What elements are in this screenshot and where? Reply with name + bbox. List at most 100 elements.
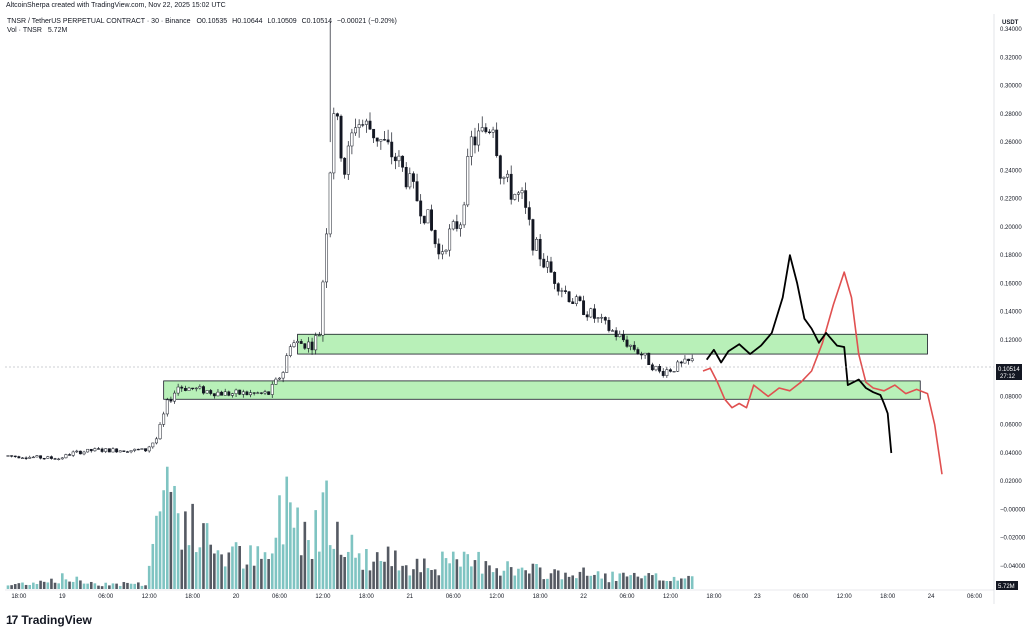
- candle-body: [495, 129, 499, 156]
- candle-body: [140, 448, 144, 450]
- price-chart[interactable]: 0.34000 0.32000 0.30000 0.28000 0.26000 0.240…: [0, 0, 1032, 604]
- candle-body: [658, 365, 662, 372]
- y-tick-label: 0.12000: [1000, 338, 1022, 344]
- candle-body: [603, 317, 607, 321]
- candle-body: [263, 391, 267, 394]
- candle-body: [350, 132, 354, 147]
- candle-body: [484, 127, 488, 133]
- x-tick-label: 19: [59, 594, 66, 600]
- y-tick-label: 0.28000: [1000, 112, 1022, 118]
- volume-bar: [441, 551, 444, 589]
- candle-body: [531, 219, 535, 251]
- volume-bar: [632, 572, 636, 589]
- volume-bar: [187, 545, 191, 589]
- volume-bar: [647, 573, 651, 589]
- candle-body: [578, 296, 582, 301]
- candle-body: [325, 233, 329, 283]
- candle-body: [158, 424, 162, 440]
- candle-body: [180, 386, 184, 389]
- candle-body: [672, 371, 676, 373]
- candle-body: [60, 457, 64, 460]
- volume-bar: [661, 580, 665, 589]
- candle-body: [632, 344, 636, 350]
- volume-bar: [520, 567, 524, 589]
- tradingview-logo-icon: 17: [6, 613, 18, 627]
- candle-body: [683, 358, 687, 364]
- support-zone: [297, 333, 928, 355]
- candle-body: [506, 173, 510, 178]
- projection-red-path: [702, 271, 943, 475]
- y-tick-label: 0.02000: [1000, 479, 1022, 485]
- credit-bar: AltcoinSherpa created with TradingView.c…: [0, 0, 1032, 14]
- candle-body: [404, 167, 408, 188]
- volume-bar: [423, 558, 426, 589]
- volume-bar: [194, 552, 198, 589]
- volume-bar: [394, 550, 397, 589]
- x-tick-label: 06:00: [446, 594, 462, 600]
- currency-label: USDT: [1002, 20, 1019, 26]
- volume-bar: [383, 561, 386, 589]
- footer: 17 TradingView: [0, 604, 1032, 635]
- tradingview-logo[interactable]: 17 TradingView: [6, 613, 92, 627]
- volume-bar: [473, 560, 477, 589]
- candle-body: [107, 448, 111, 453]
- y-tick-label: 0.18000: [1000, 253, 1022, 259]
- volume-bar: [582, 567, 585, 589]
- candle-body: [191, 387, 195, 390]
- volume-bar: [75, 576, 79, 589]
- candle-body: [328, 172, 332, 235]
- volume-bar: [527, 573, 531, 589]
- x-tick-label: 18:00: [880, 594, 896, 600]
- candle-body: [303, 343, 307, 349]
- volume-bar: [343, 557, 346, 589]
- candle-body: [571, 301, 575, 304]
- volume-bar: [86, 583, 89, 589]
- volume-bar: [180, 549, 184, 589]
- candle-body: [259, 392, 263, 394]
- volume-bar: [575, 578, 578, 589]
- candle-body: [35, 455, 39, 458]
- countdown-value: 27:12: [1000, 374, 1016, 380]
- volume-bar: [538, 567, 542, 589]
- volume-bar: [336, 521, 339, 589]
- candle-body: [444, 249, 448, 252]
- candle-body: [82, 451, 86, 455]
- candle-body: [397, 155, 401, 162]
- candle-body: [292, 342, 296, 348]
- candle-body: [245, 391, 249, 396]
- volume-bar: [169, 491, 173, 589]
- price-scale[interactable]: [994, 14, 1032, 604]
- volume-bar: [325, 480, 328, 589]
- candle-body: [451, 221, 455, 230]
- candle-body: [643, 352, 647, 356]
- legend-volume-label: Vol · TNSR: [7, 27, 42, 34]
- y-tick-label: 0.26000: [1000, 140, 1022, 146]
- x-tick-label: 23: [754, 594, 761, 600]
- volume-bar: [252, 565, 256, 589]
- candle-body: [151, 442, 155, 448]
- candle-body: [372, 128, 376, 139]
- volume-bar: [147, 565, 151, 589]
- candle-body: [136, 448, 140, 451]
- volume-bar: [263, 552, 267, 589]
- candle-body: [408, 173, 412, 188]
- volume-bar: [553, 569, 556, 589]
- candle-body: [86, 448, 90, 453]
- volume-bar: [683, 578, 687, 589]
- volume-bar: [332, 548, 336, 589]
- volume-bar: [256, 546, 260, 589]
- candle-body: [165, 399, 169, 415]
- volume-bar: [118, 585, 122, 589]
- candle-body: [46, 456, 50, 459]
- candle-body: [256, 392, 260, 394]
- volume-bar: [607, 582, 611, 589]
- candle-body: [502, 176, 506, 179]
- volume-bar: [372, 561, 375, 589]
- candle-body: [216, 391, 220, 397]
- candle-body: [462, 204, 466, 226]
- candle-body: [375, 137, 379, 142]
- volume-bar: [433, 569, 437, 589]
- y-tick-label: −0.02000: [1000, 536, 1026, 542]
- candle-body: [296, 341, 300, 343]
- candle-body: [480, 127, 484, 132]
